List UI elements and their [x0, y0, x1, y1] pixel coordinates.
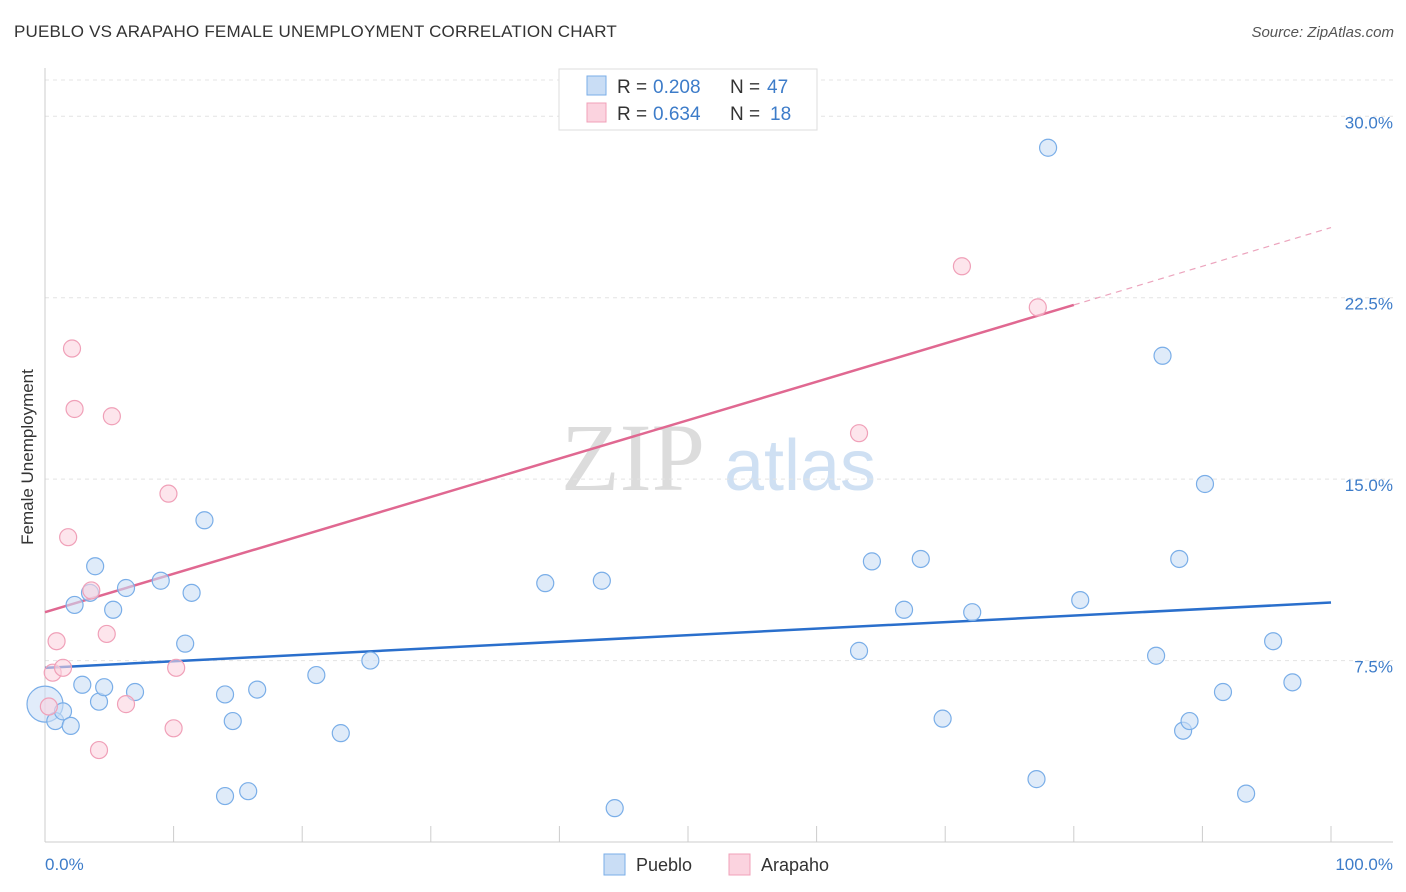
trend-line-arapaho — [44, 303, 1075, 614]
point-arapaho — [164, 719, 183, 738]
trend-line-extension-arapaho — [1073, 226, 1332, 306]
point-arapaho — [59, 528, 78, 547]
legend-r-label-pueblo: R = — [617, 77, 652, 98]
y-tick-label: 7.5% — [1354, 658, 1393, 677]
point-pueblo — [1195, 474, 1215, 494]
points-layer — [26, 138, 1302, 818]
point-pueblo — [1264, 632, 1283, 651]
point-pueblo — [86, 557, 105, 576]
point-pueblo — [176, 634, 195, 653]
point-pueblo — [1213, 682, 1233, 702]
legend-n-label-pueblo: N = — [730, 77, 765, 98]
y-tick-label: 22.5% — [1345, 295, 1393, 314]
point-pueblo — [239, 782, 258, 801]
point-pueblo — [1147, 646, 1166, 665]
point-arapaho — [39, 697, 58, 716]
point-pueblo — [862, 552, 881, 571]
trend-layer — [44, 226, 1332, 670]
legend-n-label-arapaho: N = — [730, 104, 765, 125]
point-pueblo — [331, 724, 350, 743]
point-arapaho — [53, 658, 73, 677]
point-pueblo — [536, 574, 555, 593]
legend: R = 0.208 N = 47 R = 0.634 N = 18 — [558, 68, 818, 131]
point-pueblo — [61, 716, 80, 735]
point-pueblo — [605, 799, 624, 818]
point-pueblo — [65, 595, 84, 615]
point-arapaho — [89, 740, 109, 760]
bottom-legend-label-arapaho: Arapaho — [761, 855, 829, 875]
point-arapaho — [1028, 298, 1047, 317]
source-label: Source: ZipAtlas.com — [1251, 24, 1394, 41]
point-pueblo — [592, 571, 611, 590]
chart-title: PUEBLO VS ARAPAHO FEMALE UNEMPLOYMENT CO… — [14, 22, 617, 41]
legend-swatch-arapaho — [586, 102, 607, 123]
point-arapaho — [102, 407, 121, 426]
point-pueblo — [1180, 711, 1199, 731]
point-pueblo — [849, 641, 869, 660]
x-tick-label-max: 100.0% — [1335, 855, 1393, 874]
point-pueblo — [933, 709, 952, 728]
bottom-legend-swatch-arapaho — [728, 853, 751, 876]
point-pueblo — [1038, 138, 1058, 157]
point-arapaho — [65, 399, 84, 419]
bottom-legend-label-pueblo: Pueblo — [636, 855, 692, 875]
y-axis-label: Female Unemployment — [18, 369, 37, 545]
watermark-zip: ZIP — [561, 404, 705, 511]
bottom-legend-swatch-pueblo — [603, 853, 626, 876]
point-pueblo — [1237, 784, 1256, 803]
point-pueblo — [151, 571, 170, 590]
point-arapaho — [97, 624, 116, 644]
point-pueblo — [125, 682, 145, 702]
point-arapaho — [952, 257, 972, 276]
point-arapaho — [167, 658, 186, 677]
legend-r-value-pueblo: 0.208 — [653, 77, 701, 98]
point-pueblo — [215, 685, 235, 704]
legend-swatch-pueblo — [586, 75, 607, 96]
point-pueblo — [1027, 770, 1046, 789]
point-pueblo — [95, 678, 114, 697]
legend-r-value-arapaho: 0.634 — [653, 104, 701, 125]
point-arapaho — [116, 695, 136, 714]
point-pueblo — [911, 549, 930, 569]
y-tick-label: 15.0% — [1345, 476, 1393, 495]
point-pueblo — [223, 711, 242, 731]
point-arapaho — [62, 339, 82, 358]
point-arapaho — [849, 424, 869, 443]
point-pueblo — [361, 651, 380, 670]
point-pueblo — [894, 600, 914, 619]
legend-r-label-arapaho: R = — [617, 104, 652, 125]
point-pueblo — [215, 786, 235, 806]
point-arapaho — [47, 632, 66, 651]
trend-line-pueblo — [44, 601, 1332, 670]
x-tick-label-min: 0.0% — [45, 855, 84, 874]
point-pueblo — [963, 603, 982, 622]
grid-layer — [45, 79, 1393, 662]
point-pueblo — [1153, 346, 1172, 365]
point-pueblo — [116, 578, 136, 598]
y-tick-label: 30.0% — [1345, 113, 1393, 132]
point-arapaho — [82, 581, 101, 600]
point-pueblo — [73, 675, 92, 694]
point-pueblo — [307, 665, 326, 685]
watermark-atlas: atlas — [724, 426, 876, 506]
legend-n-value-arapaho: 18 — [770, 104, 791, 125]
point-pueblo — [104, 600, 123, 619]
bottom-legend: Pueblo Arapaho — [603, 853, 829, 876]
point-pueblo — [1283, 673, 1302, 692]
legend-n-value-pueblo: 47 — [767, 77, 788, 98]
point-arapaho — [159, 484, 178, 503]
axis-layer: 7.5% 15.0% 22.5% 30.0% 0.0% 100.0% — [44, 68, 1393, 874]
point-pueblo — [1170, 549, 1189, 569]
point-pueblo — [1071, 590, 1090, 610]
point-pueblo — [195, 511, 214, 530]
point-pueblo — [182, 583, 201, 602]
point-pueblo — [248, 680, 267, 699]
